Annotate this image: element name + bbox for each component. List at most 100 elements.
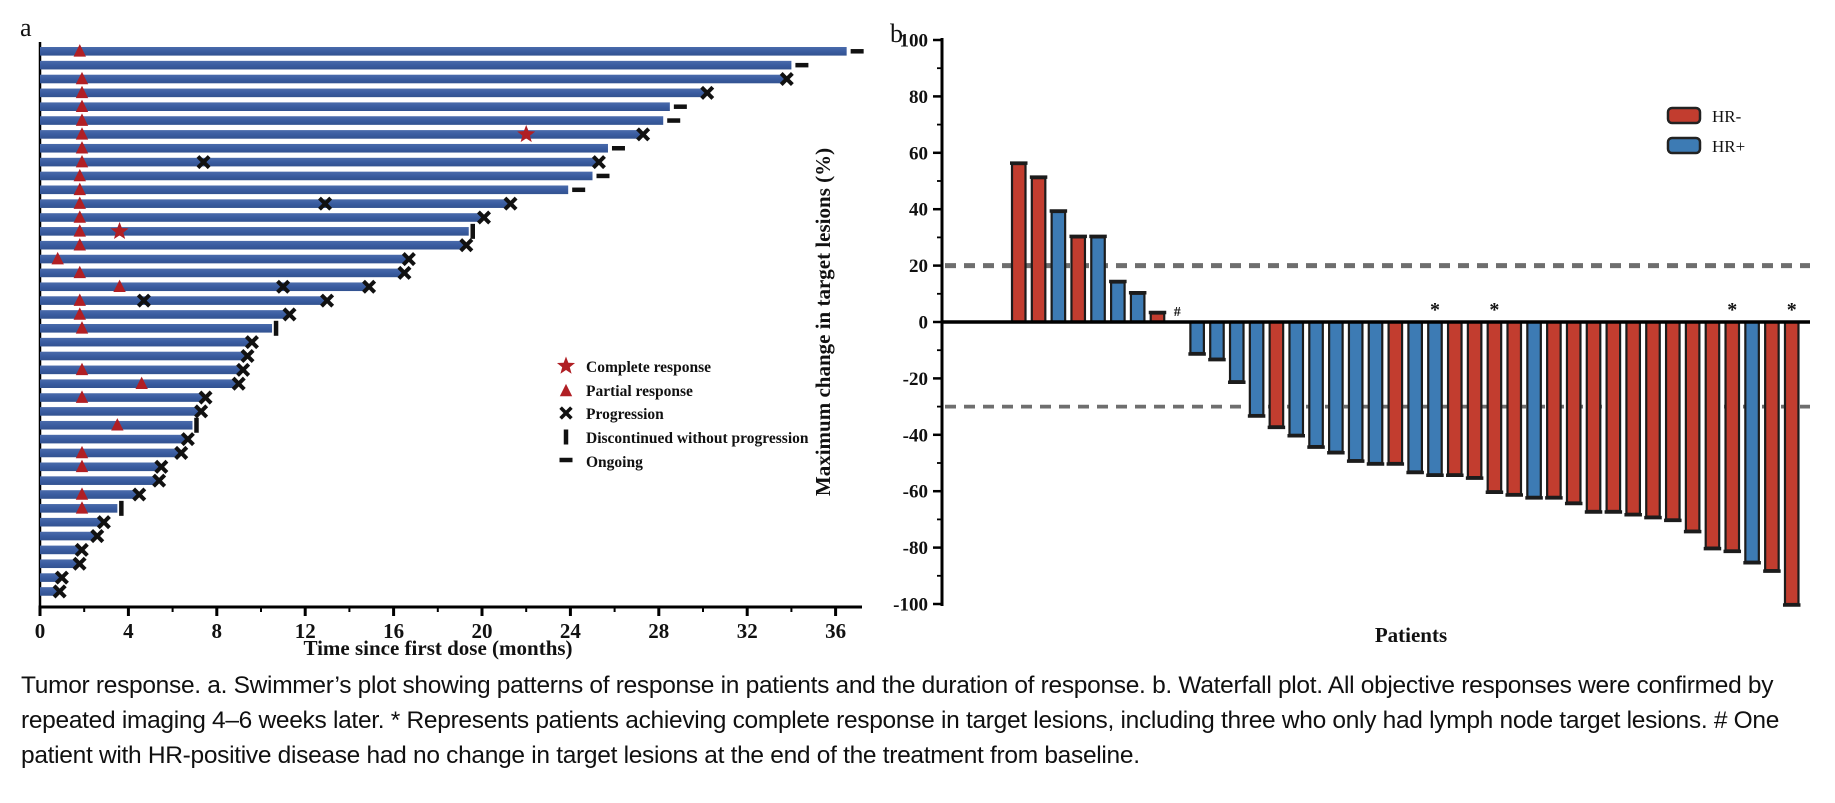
hr-positive-label: HR+	[1712, 137, 1745, 156]
waterfall-bar	[1585, 320, 1602, 513]
swimmer-bar	[40, 143, 608, 153]
waterfall-bar	[1704, 320, 1721, 549]
partial-response-triangle-icon	[75, 71, 89, 85]
swimmer-bar	[40, 282, 368, 292]
swimmer-x-axis: 0 4 8 12 16 20 24 28 32 36	[35, 605, 862, 643]
progression-x-icon	[503, 196, 518, 211]
y-tick-label: -40	[903, 425, 928, 446]
waterfall-bar	[1070, 236, 1087, 324]
progression-x-icon	[459, 238, 474, 253]
waterfall-bar	[1486, 320, 1503, 493]
waterfall-annotations: # * * * *	[1174, 299, 1797, 321]
complete-response-asterisk-annotation: *	[1489, 299, 1499, 321]
waterfall-bar	[1466, 320, 1483, 479]
y-tick-label: -80	[903, 538, 928, 559]
partial-response-triangle-icon	[559, 383, 573, 397]
swimmer-bar	[40, 490, 138, 499]
x-tick-label: 0	[35, 619, 46, 643]
swimmer-bar	[40, 310, 288, 319]
partial-response-triangle-icon	[75, 141, 89, 154]
swimmer-plot-panel: a 0 4 8 12 16 20 24 28 32 36 Time since first dos…	[20, 13, 864, 660]
progression-x-icon	[559, 406, 573, 420]
waterfall-bar	[1209, 320, 1225, 360]
waterfall-bar	[1645, 320, 1661, 518]
swimmer-bar	[40, 476, 158, 485]
y-tick-label: 0	[919, 313, 929, 334]
x-tick-label: 32	[737, 619, 758, 643]
no-change-hash-annotation: #	[1174, 305, 1181, 320]
partial-response-triangle-icon	[73, 238, 86, 251]
x-tick-label: 24	[560, 619, 582, 643]
waterfall-bar	[1010, 162, 1027, 324]
waterfall-bar	[1664, 320, 1681, 521]
partial-response-triangle-icon	[75, 487, 89, 500]
waterfall-bar	[1427, 320, 1443, 476]
waterfall-bar	[1526, 320, 1542, 498]
x-tick-label: 20	[472, 619, 493, 643]
progression-x-icon	[152, 473, 167, 488]
partial-response-triangle-icon	[75, 362, 89, 376]
waterfall-axes: 100 80 60 40 20 0 -20 -40 -60 -80 -100	[893, 31, 1810, 616]
legend-ongoing-label: Ongoing	[586, 454, 643, 471]
progression-x-icon	[231, 376, 246, 391]
waterfall-bar	[1446, 320, 1463, 476]
waterfall-bar	[1268, 320, 1285, 428]
waterfall-bar	[1783, 320, 1800, 606]
partial-response-triangle-icon	[111, 418, 124, 431]
waterfall-bar	[1506, 320, 1523, 496]
y-tick-label: -100	[893, 595, 928, 616]
progression-x-icon	[174, 445, 189, 460]
x-tick-label: 12	[295, 619, 316, 643]
partial-response-triangle-icon	[75, 459, 89, 473]
progression-x-icon	[282, 307, 297, 322]
progression-x-icon	[198, 390, 213, 405]
progression-x-icon	[591, 155, 606, 170]
partial-response-triangle-icon	[73, 196, 86, 209]
swimmer-bar	[40, 74, 785, 84]
waterfall-bar	[1129, 292, 1146, 324]
partial-response-triangle-icon	[75, 99, 89, 112]
swimmer-bar	[40, 573, 60, 582]
y-tick-label: 20	[909, 256, 928, 277]
waterfall-bar	[1189, 320, 1205, 355]
swimmer-legend-icons	[556, 356, 576, 463]
waterfall-bar	[1228, 320, 1245, 383]
waterfall-bar	[1546, 320, 1562, 498]
legend-complete-response-label: Complete response	[586, 359, 711, 376]
waterfall-bar	[1565, 320, 1582, 504]
progression-x-icon	[476, 210, 492, 225]
waterfall-bar	[1764, 320, 1780, 572]
waterfall-bar	[1625, 320, 1642, 515]
swimmer-bar	[40, 268, 403, 278]
swimmer-bar	[40, 47, 847, 56]
progression-x-icon	[74, 542, 89, 557]
swimmer-bar	[40, 185, 569, 195]
partial-response-triangle-icon	[73, 307, 86, 320]
complete-response-asterisk-annotation: *	[1727, 299, 1737, 321]
waterfall-bar	[1090, 236, 1106, 324]
partial-response-triangle-icon	[73, 265, 86, 279]
progression-x-icon	[132, 487, 147, 502]
swimmer-bar	[40, 434, 186, 444]
progression-x-icon	[154, 459, 169, 474]
progression-x-icon	[72, 556, 87, 571]
progression-x-icon	[700, 85, 715, 100]
swimmer-bar	[40, 337, 250, 347]
partial-response-triangle-icon	[75, 113, 89, 126]
x-tick-label: 8	[212, 619, 223, 643]
progression-x-icon	[196, 155, 211, 170]
progression-x-icon	[397, 265, 412, 280]
partial-response-triangle-icon	[75, 127, 89, 140]
waterfall-plot-panel: b Maximum change in target lesions (%) 1…	[811, 19, 1810, 647]
swimmer-bars	[40, 47, 847, 596]
swimmer-bar	[40, 296, 326, 305]
partial-response-triangle-icon	[73, 168, 86, 182]
panel-b-label: b	[890, 19, 903, 48]
swimmer-bar	[40, 365, 242, 375]
y-tick-label: 40	[909, 200, 928, 221]
partial-response-triangle-icon	[75, 85, 89, 99]
swimmer-bar	[40, 116, 664, 125]
swimmer-bar	[40, 157, 597, 167]
complete-response-asterisk-annotation: *	[1787, 299, 1797, 321]
swimmer-bar	[40, 531, 96, 541]
